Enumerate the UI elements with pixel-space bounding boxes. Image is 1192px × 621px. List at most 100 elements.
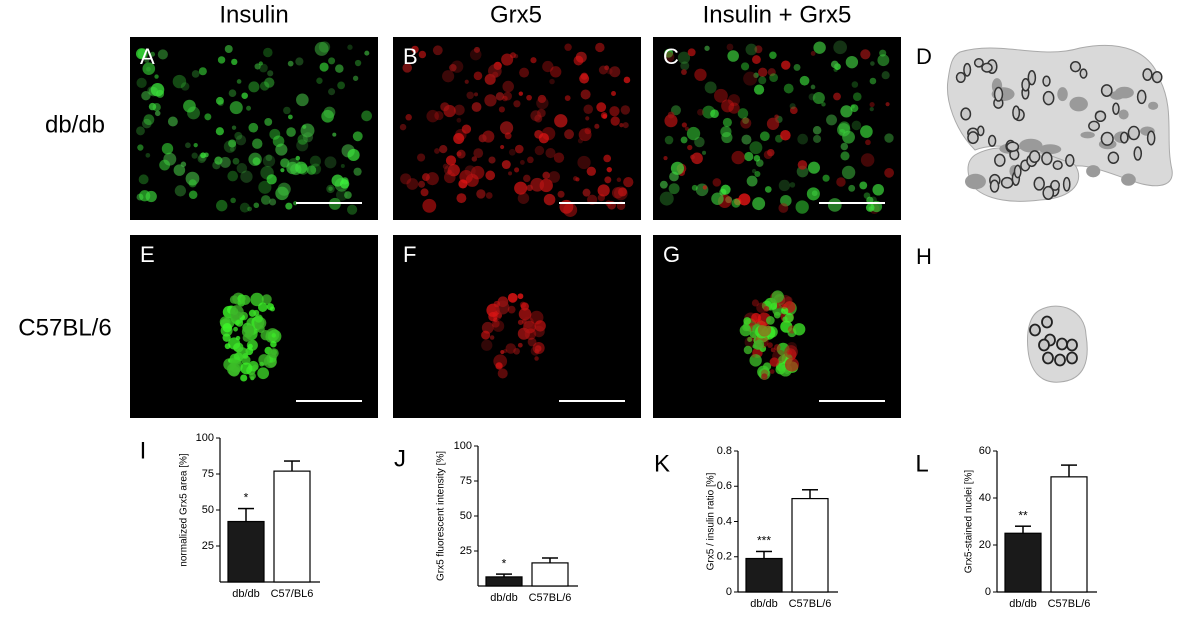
y-tick-label: 25 <box>460 545 472 557</box>
cell <box>753 84 765 95</box>
cell <box>807 161 821 174</box>
cell <box>215 96 224 105</box>
cell <box>813 134 822 143</box>
cell <box>464 165 476 177</box>
cell <box>501 53 514 66</box>
nucleus <box>955 71 966 84</box>
cell <box>869 102 875 108</box>
cell <box>543 193 556 206</box>
cell <box>749 354 762 367</box>
cell <box>248 81 260 93</box>
cell <box>406 178 419 190</box>
cell <box>687 144 693 151</box>
nucleus <box>1033 176 1045 191</box>
cell <box>770 347 776 353</box>
nucleus <box>1094 110 1107 123</box>
cell <box>885 102 890 107</box>
cell <box>323 106 336 119</box>
blob <box>1118 109 1129 120</box>
cell <box>799 75 810 86</box>
cell <box>619 122 624 128</box>
cell <box>499 121 514 135</box>
cell <box>773 311 781 319</box>
cell <box>319 62 329 72</box>
cell <box>405 114 412 121</box>
cell <box>347 148 360 162</box>
cell <box>440 102 450 112</box>
cell <box>860 125 873 138</box>
cell <box>518 307 532 321</box>
cell <box>425 172 439 186</box>
cell <box>517 293 524 300</box>
cell <box>536 96 549 110</box>
cell <box>790 106 798 115</box>
nucleus <box>989 179 1000 193</box>
x-tick-label: db/db <box>490 592 518 604</box>
cell <box>845 55 859 69</box>
cell <box>259 63 268 73</box>
row-label: db/db <box>45 111 105 138</box>
cell <box>771 290 784 303</box>
cell <box>228 89 237 98</box>
cell <box>159 159 171 171</box>
cell <box>514 181 528 195</box>
cell <box>781 307 789 315</box>
cell <box>229 295 239 304</box>
micrograph <box>653 235 901 418</box>
cell <box>559 199 574 214</box>
cell <box>478 134 487 143</box>
cell <box>684 126 689 131</box>
cell <box>609 66 621 78</box>
cell <box>449 64 457 72</box>
cell <box>481 339 493 351</box>
significance: *** <box>757 534 771 548</box>
cell <box>231 58 238 66</box>
cell <box>503 91 512 101</box>
cell <box>485 192 493 199</box>
column-header: Grx5 <box>490 1 542 28</box>
cell <box>418 180 426 188</box>
cell <box>738 193 751 206</box>
y-tick-label: 0.2 <box>717 551 732 563</box>
cell <box>316 77 323 84</box>
nucleus <box>1021 77 1031 92</box>
cell <box>152 103 161 112</box>
cell <box>442 163 449 170</box>
cell <box>727 94 741 107</box>
cell <box>530 57 537 64</box>
cell <box>606 166 612 173</box>
cell <box>422 173 430 182</box>
cell <box>442 70 455 83</box>
cell <box>268 348 279 359</box>
cell <box>364 50 370 56</box>
cell <box>135 48 147 60</box>
cell <box>778 203 789 213</box>
cell <box>335 64 344 73</box>
cell <box>754 45 763 54</box>
cell <box>223 140 237 153</box>
cell <box>795 200 809 214</box>
cell <box>136 77 147 88</box>
cell <box>852 92 862 101</box>
cell <box>789 103 796 110</box>
cell <box>180 82 190 91</box>
cell <box>767 342 773 348</box>
nucleus <box>973 58 984 68</box>
cell <box>766 117 780 130</box>
cell <box>185 142 191 149</box>
cell <box>869 106 874 112</box>
cell <box>586 166 596 176</box>
cell <box>761 373 768 380</box>
cell <box>471 102 482 112</box>
y-tick-label: 100 <box>196 432 214 444</box>
cell <box>850 104 859 113</box>
nucleus <box>1069 61 1082 73</box>
cell <box>686 126 701 141</box>
cell <box>694 136 705 148</box>
cell <box>743 345 753 355</box>
blob <box>1110 90 1125 100</box>
cell <box>283 106 291 115</box>
cell <box>781 60 791 70</box>
cell <box>663 51 675 63</box>
